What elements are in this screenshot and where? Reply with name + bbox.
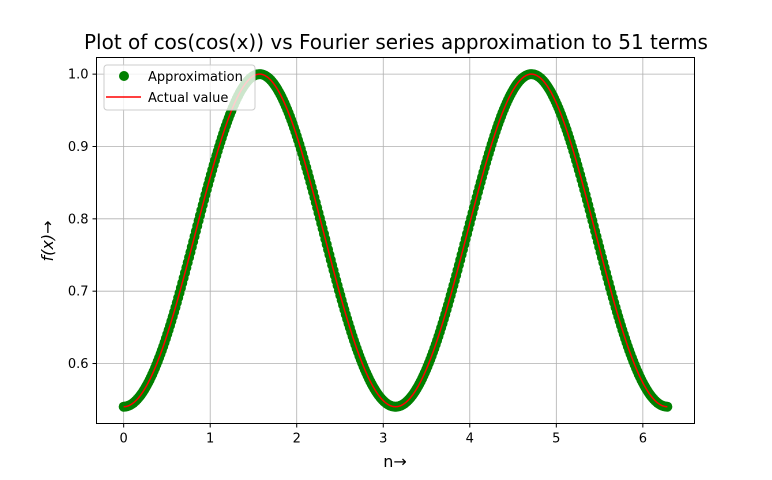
x-tick-label: 5 xyxy=(552,432,560,447)
legend-frame xyxy=(103,64,256,111)
x-tick-label: 3 xyxy=(379,432,387,447)
legend: Approximation Actual value xyxy=(103,64,256,111)
legend-label-approximation: Approximation xyxy=(148,70,243,85)
x-axis-ticks: 0 1 2 3 4 5 6 xyxy=(120,423,647,447)
x-axis-label: n→ xyxy=(383,452,407,471)
axes-frame xyxy=(96,57,695,424)
y-axis-label: f(x)→ xyxy=(38,221,57,262)
x-tick-label: 0 xyxy=(120,432,128,447)
chart-title: Plot of cos(cos(x)) vs Fourier series ap… xyxy=(84,30,708,54)
y-tick-label: 0.7 xyxy=(68,285,89,300)
x-tick-label: 1 xyxy=(206,432,214,447)
x-tick-label: 6 xyxy=(639,432,647,447)
x-tick-label: 2 xyxy=(293,432,301,447)
y-tick-label: 0.9 xyxy=(68,140,89,155)
y-axis-ticks: 0.6 0.7 0.8 0.9 1.0 xyxy=(68,68,97,372)
axes-background xyxy=(96,57,695,424)
legend-label-actual-value: Actual value xyxy=(148,91,228,106)
y-tick-label: 0.6 xyxy=(68,357,89,372)
y-tick-label: 0.8 xyxy=(68,212,89,227)
series-actual-value xyxy=(123,73,668,408)
y-tick-label: 1.0 xyxy=(68,68,89,83)
plot-area: 0 1 2 3 4 5 6 0.6 0.7 0.8 0.9 1.0 xyxy=(68,57,695,447)
legend-marker-approximation xyxy=(119,71,129,81)
x-tick-label: 4 xyxy=(466,432,474,447)
